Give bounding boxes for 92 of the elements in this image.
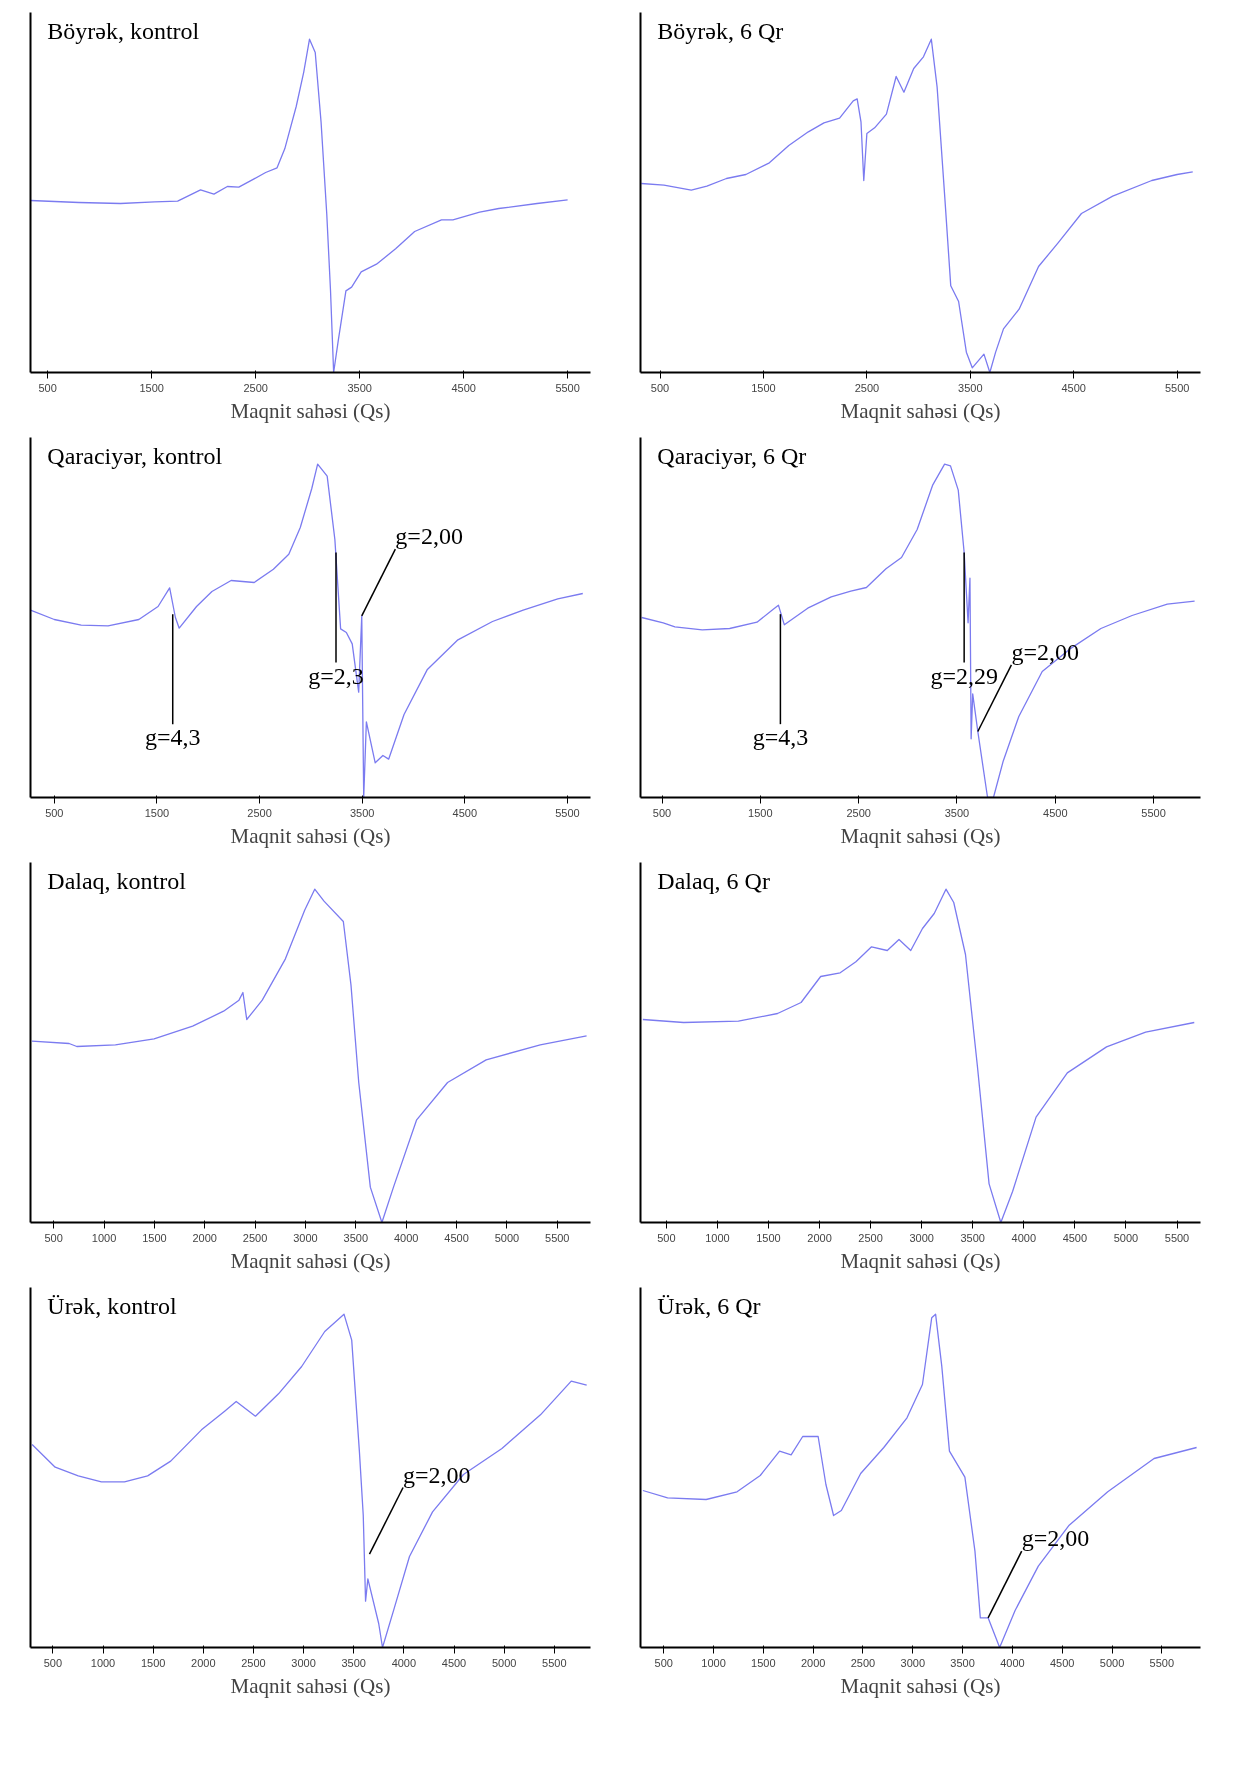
x-tick-label: 5000 bbox=[494, 1231, 520, 1244]
x-tick-label: 1500 bbox=[751, 381, 776, 394]
x-tick-label: 2000 bbox=[191, 1656, 216, 1669]
x-tick-label: 2500 bbox=[243, 381, 268, 394]
x-tick-label: 500 bbox=[44, 1231, 63, 1244]
chart-title: Qaraciyər, 6 Qr bbox=[657, 442, 807, 469]
chart-title: Böyrək, 6 Qr bbox=[657, 17, 784, 44]
chart-title: Dalaq, 6 Qr bbox=[657, 867, 770, 894]
x-tick-label: 2500 bbox=[242, 1231, 268, 1244]
x-tick-label: 1500 bbox=[756, 1231, 781, 1244]
x-tick-label: 4000 bbox=[1000, 1656, 1025, 1669]
x-tick-label: 1500 bbox=[748, 806, 773, 819]
x-tick-label: 1000 bbox=[701, 1656, 726, 1669]
x-tick-label: 4000 bbox=[391, 1656, 417, 1669]
x-tick-label: 2500 bbox=[858, 1231, 883, 1244]
x-tick-label: 500 bbox=[43, 1656, 63, 1669]
x-tick-label: 5500 bbox=[1164, 381, 1190, 394]
x-tick-label: 5000 bbox=[491, 1656, 517, 1669]
x-tick-label: 5000 bbox=[1113, 1231, 1139, 1244]
x-axis-title: Maqnit sahəsi (Qs) bbox=[230, 1673, 391, 1698]
chart-title: Qaraciyər, kontrol bbox=[47, 442, 223, 469]
x-tick-label: 1500 bbox=[751, 1656, 776, 1669]
x-tick-label: 3000 bbox=[900, 1656, 926, 1669]
annotation: g=2,00 bbox=[1011, 638, 1079, 665]
x-tick-label: 1500 bbox=[140, 1656, 166, 1669]
x-tick-label: 2000 bbox=[800, 1656, 826, 1669]
x-tick-label: 2500 bbox=[247, 806, 272, 819]
x-tick-label: 3500 bbox=[343, 1231, 369, 1244]
x-tick-label: 1000 bbox=[91, 1231, 117, 1244]
annotation: g=2,29 bbox=[930, 662, 998, 689]
x-tick-label: 5500 bbox=[1141, 806, 1166, 819]
x-tick-label: 500 bbox=[38, 381, 57, 394]
x-axis-title: Maqnit sahəsi (Qs) bbox=[840, 1248, 1001, 1273]
x-tick-label: 4000 bbox=[393, 1231, 419, 1244]
x-tick-label: 3500 bbox=[341, 1656, 366, 1669]
x-tick-label: 500 bbox=[650, 381, 670, 394]
x-axis-title: Maqnit sahəsi (Qs) bbox=[230, 1248, 391, 1273]
annotation: g=2,00 bbox=[403, 1461, 471, 1488]
x-tick-label: 4500 bbox=[1061, 381, 1086, 394]
x-tick-label: 1500 bbox=[144, 806, 170, 819]
annotation: g=2,00 bbox=[395, 523, 463, 550]
x-tick-label: 2500 bbox=[241, 1656, 266, 1669]
x-tick-label: 1000 bbox=[705, 1231, 730, 1244]
annotation: g=2,3 bbox=[308, 662, 364, 689]
chart-title: Ürək, 6 Qr bbox=[657, 1292, 761, 1319]
x-tick-label: 3000 bbox=[293, 1231, 318, 1244]
x-tick-label: 4500 bbox=[451, 381, 476, 394]
x-tick-label: 5500 bbox=[555, 806, 580, 819]
x-tick-label: 2500 bbox=[850, 1656, 876, 1669]
x-tick-label: 2500 bbox=[854, 381, 880, 394]
x-tick-label: 5500 bbox=[1164, 1231, 1190, 1244]
x-tick-label: 500 bbox=[45, 806, 64, 819]
x-tick-label: 5500 bbox=[545, 1231, 570, 1244]
x-tick-label: 1000 bbox=[90, 1656, 116, 1669]
x-axis-title: Maqnit sahəsi (Qs) bbox=[840, 1673, 1001, 1698]
x-tick-label: 3500 bbox=[960, 1231, 985, 1244]
x-tick-label: 2000 bbox=[807, 1231, 832, 1244]
x-axis-title: Maqnit sahəsi (Qs) bbox=[230, 398, 391, 423]
x-tick-label: 1500 bbox=[142, 1231, 167, 1244]
x-tick-label: 500 bbox=[652, 806, 672, 819]
x-tick-label: 2000 bbox=[192, 1231, 217, 1244]
annotation: g=4,3 bbox=[144, 724, 201, 751]
x-tick-label: 500 bbox=[657, 1231, 676, 1244]
x-tick-label: 3000 bbox=[291, 1656, 316, 1669]
x-axis-title: Maqnit sahəsi (Qs) bbox=[840, 823, 1001, 848]
x-tick-label: 4500 bbox=[441, 1656, 467, 1669]
x-tick-label: 4500 bbox=[1062, 1231, 1088, 1244]
x-tick-label: 4500 bbox=[452, 806, 478, 819]
x-tick-label: 2500 bbox=[846, 806, 871, 819]
x-tick-label: 4500 bbox=[1043, 806, 1068, 819]
x-tick-label: 3500 bbox=[950, 1656, 975, 1669]
chart-title: Dalaq, kontrol bbox=[47, 867, 187, 894]
x-tick-label: 3000 bbox=[909, 1231, 934, 1244]
x-tick-label: 3500 bbox=[958, 381, 983, 394]
chart-title: Ürək, kontrol bbox=[47, 1292, 177, 1319]
x-tick-label: 4000 bbox=[1011, 1231, 1037, 1244]
x-tick-label: 3500 bbox=[944, 806, 970, 819]
annotation: g=4,3 bbox=[752, 724, 809, 751]
x-tick-label: 4500 bbox=[1049, 1656, 1075, 1669]
x-tick-label: 5500 bbox=[542, 1656, 567, 1669]
annotation: g=2,00 bbox=[1021, 1525, 1090, 1552]
x-tick-label: 3500 bbox=[349, 806, 375, 819]
x-tick-label: 1500 bbox=[139, 381, 164, 394]
chart-title: Böyrək, kontrol bbox=[47, 17, 200, 44]
x-tick-label: 4500 bbox=[444, 1231, 469, 1244]
x-tick-label: 5000 bbox=[1099, 1656, 1125, 1669]
x-tick-label: 3500 bbox=[347, 381, 372, 394]
x-tick-label: 5500 bbox=[1149, 1656, 1175, 1669]
x-tick-label: 500 bbox=[654, 1656, 673, 1669]
x-tick-label: 5500 bbox=[555, 381, 580, 394]
x-axis-title: Maqnit sahəsi (Qs) bbox=[230, 823, 391, 848]
x-axis-title: Maqnit sahəsi (Qs) bbox=[840, 398, 1001, 423]
